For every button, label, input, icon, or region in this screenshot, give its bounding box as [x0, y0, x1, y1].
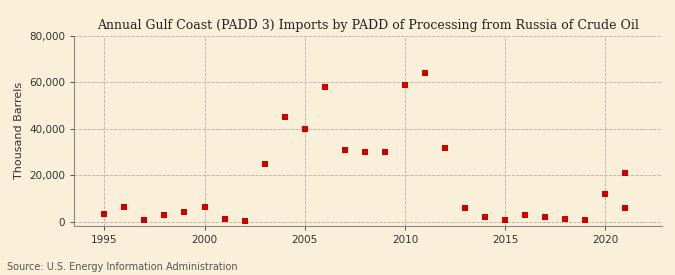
Point	[560, 216, 570, 221]
Point	[279, 115, 290, 119]
Point	[420, 71, 431, 75]
Point	[199, 205, 210, 209]
Point	[219, 217, 230, 221]
Point	[319, 85, 330, 89]
Point	[600, 192, 611, 196]
Point	[139, 218, 150, 222]
Point	[620, 171, 631, 175]
Point	[299, 127, 310, 131]
Point	[500, 218, 510, 222]
Point	[239, 219, 250, 223]
Point	[439, 145, 450, 150]
Point	[480, 215, 491, 219]
Point	[159, 213, 170, 217]
Point	[400, 82, 410, 87]
Point	[340, 148, 350, 152]
Point	[460, 206, 470, 210]
Point	[540, 215, 551, 219]
Point	[179, 209, 190, 214]
Point	[119, 205, 130, 209]
Y-axis label: Thousand Barrels: Thousand Barrels	[14, 82, 24, 179]
Point	[259, 162, 270, 166]
Point	[520, 213, 531, 217]
Point	[360, 150, 371, 154]
Text: Source: U.S. Energy Information Administration: Source: U.S. Energy Information Administ…	[7, 262, 238, 272]
Point	[620, 206, 631, 210]
Point	[580, 218, 591, 222]
Title: Annual Gulf Coast (PADD 3) Imports by PADD of Processing from Russia of Crude Oi: Annual Gulf Coast (PADD 3) Imports by PA…	[97, 19, 639, 32]
Point	[379, 150, 390, 154]
Point	[99, 212, 110, 216]
